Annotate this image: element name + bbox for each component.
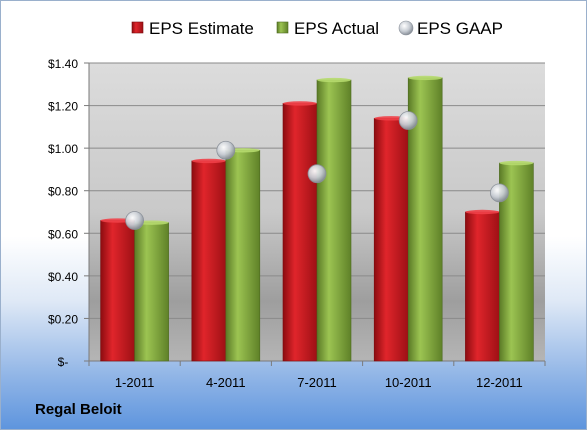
bar-eps-estimate <box>100 220 135 362</box>
x-axis: 1-2011 4-2011 7-2011 10-2011 12-2011 <box>88 361 546 390</box>
y-tick-label: $0.60 <box>48 227 78 241</box>
bar-eps-estimate <box>282 103 318 362</box>
point-eps-gaap <box>216 140 236 160</box>
bar-cap-estimate <box>465 209 500 215</box>
bar-eps-actual <box>225 149 261 362</box>
bar-eps-actual <box>134 222 169 362</box>
y-axis: $- $0.20 $0.40 $0.60 $0.80 $1.00 $1.20 $1.40 <box>48 57 90 369</box>
point-eps-gaap <box>398 111 418 130</box>
legend-swatch <box>131 21 144 34</box>
y-tick-label: $0.80 <box>48 185 78 199</box>
point-eps-gaap <box>125 211 145 230</box>
legend-label: EPS Actual <box>294 19 379 38</box>
x-tick-label: 1-2011 <box>115 375 155 390</box>
legend-swatch <box>276 21 289 34</box>
y-tick-label: $0.40 <box>48 270 78 284</box>
y-tick-label: $1.40 <box>48 57 78 71</box>
bar-eps-estimate <box>465 211 500 362</box>
company-label: Regal Beloit <box>35 401 122 418</box>
x-tick-label: 7-2011 <box>297 375 337 390</box>
bar-eps-estimate <box>373 118 409 362</box>
bar-cap-actual <box>317 77 351 83</box>
bar-eps-actual <box>316 79 352 362</box>
point-eps-gaap <box>489 183 509 203</box>
bar-eps-estimate <box>191 160 227 362</box>
bar-cap-actual <box>408 75 443 81</box>
x-tick-label: 12-2011 <box>476 375 523 390</box>
y-tick-label: $- <box>58 355 69 369</box>
legend-label: EPS GAAP <box>417 19 503 38</box>
y-tick-label: $1.20 <box>48 100 78 114</box>
bar-cap-estimate <box>191 158 226 164</box>
legend-swatch <box>398 20 414 36</box>
bar-cap-estimate <box>283 101 317 106</box>
point-eps-gaap <box>307 164 327 184</box>
legend-label: EPS Estimate <box>149 19 254 38</box>
y-tick-label: $0.20 <box>48 312 78 326</box>
y-tick-label: $1.00 <box>48 142 78 156</box>
legend: EPS Estimate EPS Actual EPS GAAP <box>131 19 503 38</box>
x-tick-label: 4-2011 <box>206 375 246 390</box>
x-tick-label: 10-2011 <box>385 375 432 390</box>
bars <box>100 75 534 362</box>
bar-cap-actual <box>499 160 534 166</box>
